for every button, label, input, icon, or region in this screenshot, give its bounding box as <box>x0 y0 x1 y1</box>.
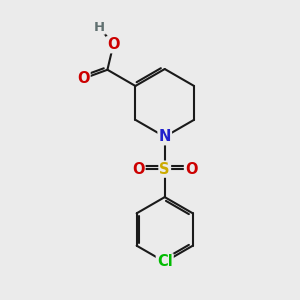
Text: S: S <box>160 162 170 177</box>
Text: H: H <box>94 21 105 34</box>
Text: O: O <box>185 162 197 177</box>
Text: N: N <box>158 129 171 144</box>
Text: O: O <box>132 162 145 177</box>
Text: O: O <box>77 71 89 86</box>
Text: Cl: Cl <box>157 254 172 269</box>
Text: O: O <box>107 37 120 52</box>
